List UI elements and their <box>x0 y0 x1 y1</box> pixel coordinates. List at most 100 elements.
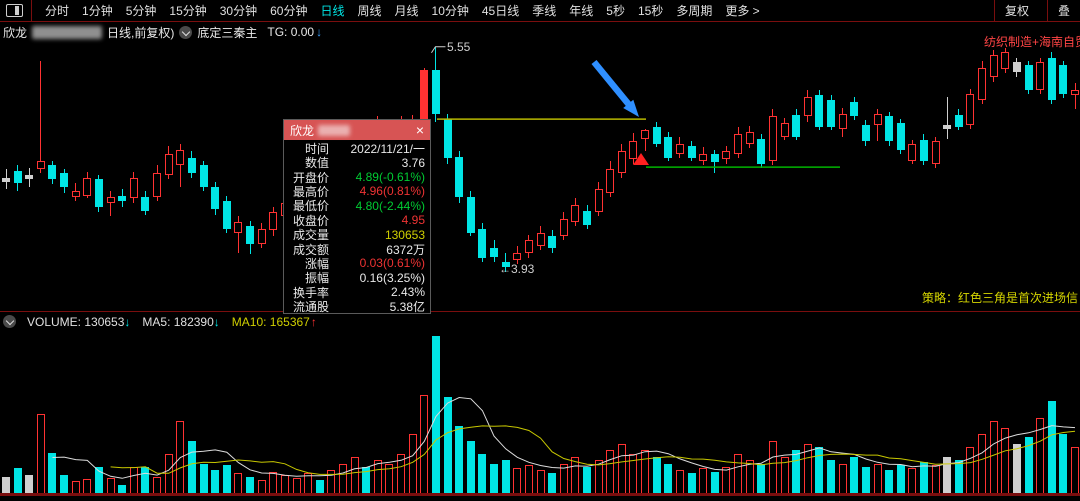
tab-15sec[interactable]: 15秒 <box>637 4 664 18</box>
volume-bar <box>292 478 301 493</box>
tab-multi-period[interactable]: 多周期 <box>676 4 713 18</box>
candle-body <box>443 119 452 159</box>
candle-body <box>269 212 278 231</box>
volume-ma5-value: MA5: 182390 <box>142 314 214 329</box>
industry-tag-label: 纺织制造+海南自贸 <box>984 35 1080 49</box>
fuquan-button[interactable]: 复权 <box>1004 4 1029 18</box>
volume-bar <box>803 443 812 493</box>
candle-body <box>617 151 626 174</box>
volume-bar <box>1036 417 1045 493</box>
volume-bar <box>978 434 987 493</box>
volume-bar <box>1047 401 1056 493</box>
candle-body <box>652 127 661 145</box>
candle-body <box>455 156 464 197</box>
menu-more[interactable]: 更多 > <box>725 4 760 18</box>
volume-bar <box>385 463 394 493</box>
candle-body <box>25 174 34 179</box>
volume-bar <box>118 485 127 493</box>
volume-bar <box>734 453 743 493</box>
info-popup[interactable]: 欣龙 × 时间 2022/11/21/一 数值 3.76 开盘价 4.89(-0.61… <box>283 119 431 314</box>
volume-bar <box>48 452 57 493</box>
candle-body <box>118 195 127 202</box>
tab-30min[interactable]: 30分钟 <box>219 4 258 18</box>
candle-wick <box>40 60 42 174</box>
candle-body <box>141 196 150 211</box>
tab-weekly[interactable]: 周线 <box>357 4 382 18</box>
volume-bar <box>60 475 69 493</box>
candle-body <box>850 102 859 117</box>
candle-body <box>478 228 487 259</box>
chevron-circle-icon[interactable] <box>179 25 193 39</box>
candle-body <box>734 134 743 154</box>
candle-body <box>222 201 231 229</box>
volume-bar <box>211 470 220 493</box>
menu-divider <box>31 0 32 21</box>
tab-45day[interactable]: 45日线 <box>481 4 520 18</box>
tab-5min[interactable]: 5分钟 <box>125 4 157 18</box>
candle-body <box>246 226 255 245</box>
volume-bar <box>943 457 952 493</box>
candle-body <box>501 262 510 267</box>
window-layout-icon[interactable] <box>6 4 23 17</box>
candle-body <box>536 233 545 246</box>
volume-bar <box>257 479 266 493</box>
menu-edge-partial-item[interactable]: 叠 <box>1057 4 1070 18</box>
volume-bar <box>420 394 429 493</box>
tab-1min[interactable]: 1分钟 <box>82 4 113 18</box>
volume-bar <box>850 457 859 493</box>
tab-fenshi[interactable]: 分时 <box>45 4 70 18</box>
tab-monthly[interactable]: 月线 <box>394 4 419 18</box>
candle-wick <box>110 191 112 217</box>
volume-bar <box>687 473 696 493</box>
volume-bar <box>919 461 928 493</box>
pane-divider <box>0 311 1080 312</box>
candle-body <box>745 131 754 145</box>
close-icon[interactable]: × <box>415 122 424 138</box>
info-popup-header[interactable]: 欣龙 × <box>284 120 430 140</box>
tab-15min[interactable]: 15分钟 <box>169 4 207 18</box>
tab-10min[interactable]: 10分钟 <box>431 4 469 18</box>
tab-60min[interactable]: 60分钟 <box>270 4 308 18</box>
info-row-value: 数值 3.76 <box>304 155 425 171</box>
volume-bar <box>327 470 336 493</box>
volume-bar <box>13 468 22 493</box>
redacted-stock-code <box>318 124 351 136</box>
candle-wick <box>946 96 948 139</box>
candle-wick <box>237 216 239 253</box>
candle-body <box>1047 57 1056 100</box>
volume-bar <box>722 466 731 493</box>
volume-bar <box>153 477 162 493</box>
volume-bar <box>699 468 708 493</box>
volume-bar <box>827 460 836 493</box>
candle-body <box>606 169 615 193</box>
tab-daily[interactable]: 日线 <box>320 4 345 18</box>
info-row-turnover-rate: 换手率 2.43% <box>292 285 425 300</box>
volume-bar <box>234 473 243 493</box>
volume-bar <box>350 457 359 493</box>
candle-body <box>885 116 894 142</box>
candle-body <box>164 153 173 175</box>
tab-yearly[interactable]: 年线 <box>569 4 594 18</box>
candle-body <box>931 141 940 164</box>
candle-body <box>908 144 917 161</box>
candle-body <box>83 177 92 196</box>
info-row-time: 时间 2022/11/21/一 <box>304 141 425 156</box>
volume-bar <box>1071 447 1080 493</box>
tab-quarterly[interactable]: 季线 <box>532 4 557 18</box>
candle-body <box>1012 62 1021 72</box>
tab-5sec[interactable]: 5秒 <box>606 4 625 18</box>
candle-wick <box>644 128 646 152</box>
volume-bar <box>25 475 34 493</box>
down-arrow-icon: ↓ <box>124 314 131 329</box>
candle-body <box>966 94 975 125</box>
info-row-change: 涨幅 0.03(0.61%) <box>304 256 425 271</box>
chevron-circle-icon[interactable] <box>3 315 16 328</box>
volume-bar <box>83 479 92 493</box>
volume-bar <box>664 463 673 493</box>
info-row-amplitude: 振幅 0.16(3.25%) <box>304 270 425 286</box>
candle-wick <box>1074 82 1076 110</box>
info-row-turnover: 成交额 6372万 <box>292 242 425 257</box>
volume-bar <box>2 477 10 493</box>
info-popup-title: 欣龙 <box>290 123 315 138</box>
